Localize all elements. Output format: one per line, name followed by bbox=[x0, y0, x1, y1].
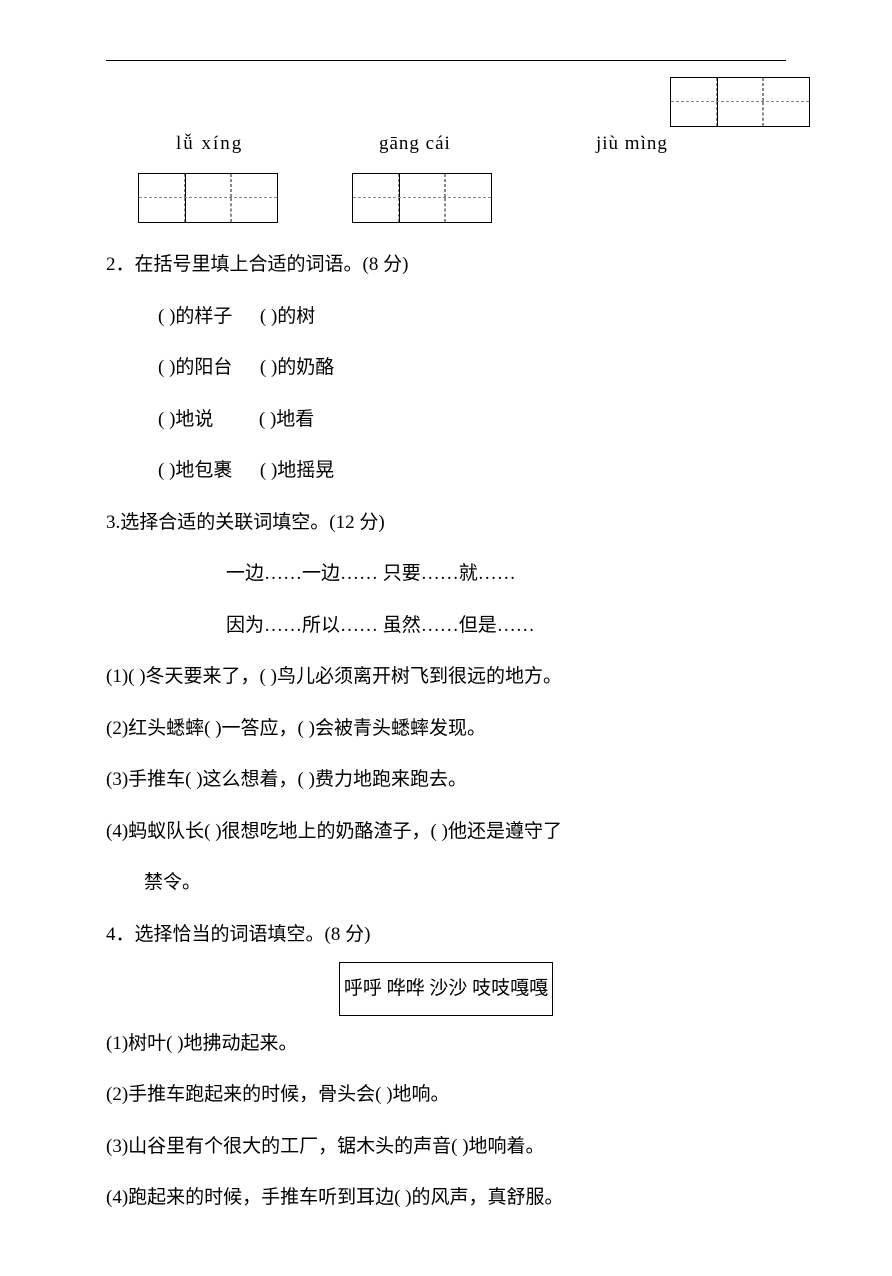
top-rule bbox=[106, 60, 786, 61]
q2-r1: ( )的样子 ( )的树 bbox=[106, 293, 786, 341]
q3-title: 3.选择合适的关联词填空。(12 分) bbox=[106, 499, 786, 547]
q4-s1: (1)树叶( )地拂动起来。 bbox=[106, 1020, 786, 1068]
writing-box-3 bbox=[670, 77, 810, 127]
q2-r4b: ( )地摇晃 bbox=[260, 460, 334, 481]
q2-r1a: ( )的样子 bbox=[158, 306, 232, 327]
q4-s3: (3)山谷里有个很大的工厂，锯木头的声音( )地响着。 bbox=[106, 1123, 786, 1171]
q3-s3: (3)手推车( )这么想着，( )费力地跑来跑去。 bbox=[106, 756, 786, 804]
q3-s4b: 禁令。 bbox=[106, 859, 786, 907]
pinyin-1: lǚ xíng bbox=[176, 133, 243, 155]
pinyin-2: gāng cái bbox=[379, 133, 451, 155]
q2-r1b: ( )的树 bbox=[260, 306, 315, 327]
q3-opt1: 一边……一边…… 只要……就…… bbox=[106, 550, 786, 598]
q2-r3b: ( )地看 bbox=[259, 409, 314, 430]
q3-s2: (2)红头蟋蟀( )一答应，( )会被青头蟋蟀发现。 bbox=[106, 705, 786, 753]
writing-box-1 bbox=[138, 173, 278, 223]
q4-s4: (4)跑起来的时候，手推车听到耳边( )的风声，真舒服。 bbox=[106, 1174, 786, 1222]
page-content: lǚ xíng gāng cái jiù mìng 2．在括号里填上合适的词语。… bbox=[0, 0, 892, 1276]
pinyin-3: jiù mìng bbox=[596, 133, 668, 155]
q2-r3a: ( )地说 bbox=[158, 409, 213, 430]
q4-title: 4．选择恰当的词语填空。(8 分) bbox=[106, 911, 786, 959]
q2-r2b: ( )的奶酪 bbox=[260, 357, 334, 378]
q3-s4a: (4)蚂蚁队长( )很想吃地上的奶酪渣子，( )他还是遵守了 bbox=[106, 808, 786, 856]
writing-box-2 bbox=[352, 173, 492, 223]
q4-word-box: 呼呼 哗哗 沙沙 吱吱嘎嘎 bbox=[339, 962, 553, 1016]
q2-r4: ( )地包裹 ( )地摇晃 bbox=[106, 447, 786, 495]
q3-opt2: 因为……所以…… 虽然……但是…… bbox=[106, 602, 786, 650]
q3-s1: (1)( )冬天要来了，( )鸟儿必须离开树飞到很远的地方。 bbox=[106, 653, 786, 701]
pinyin-section: lǚ xíng gāng cái jiù mìng bbox=[106, 91, 786, 241]
q4-box-wrap: 呼呼 哗哗 沙沙 吱吱嘎嘎 bbox=[106, 962, 786, 1016]
q2-r3: ( )地说 ( )地看 bbox=[106, 396, 786, 444]
q2-r2: ( )的阳台 ( )的奶酪 bbox=[106, 344, 786, 392]
q2-r4a: ( )地包裹 bbox=[158, 460, 232, 481]
q2-title: 2．在括号里填上合适的词语。(8 分) bbox=[106, 241, 786, 289]
q4-s2: (2)手推车跑起来的时候，骨头会( )地响。 bbox=[106, 1071, 786, 1119]
q2-r2a: ( )的阳台 bbox=[158, 357, 232, 378]
